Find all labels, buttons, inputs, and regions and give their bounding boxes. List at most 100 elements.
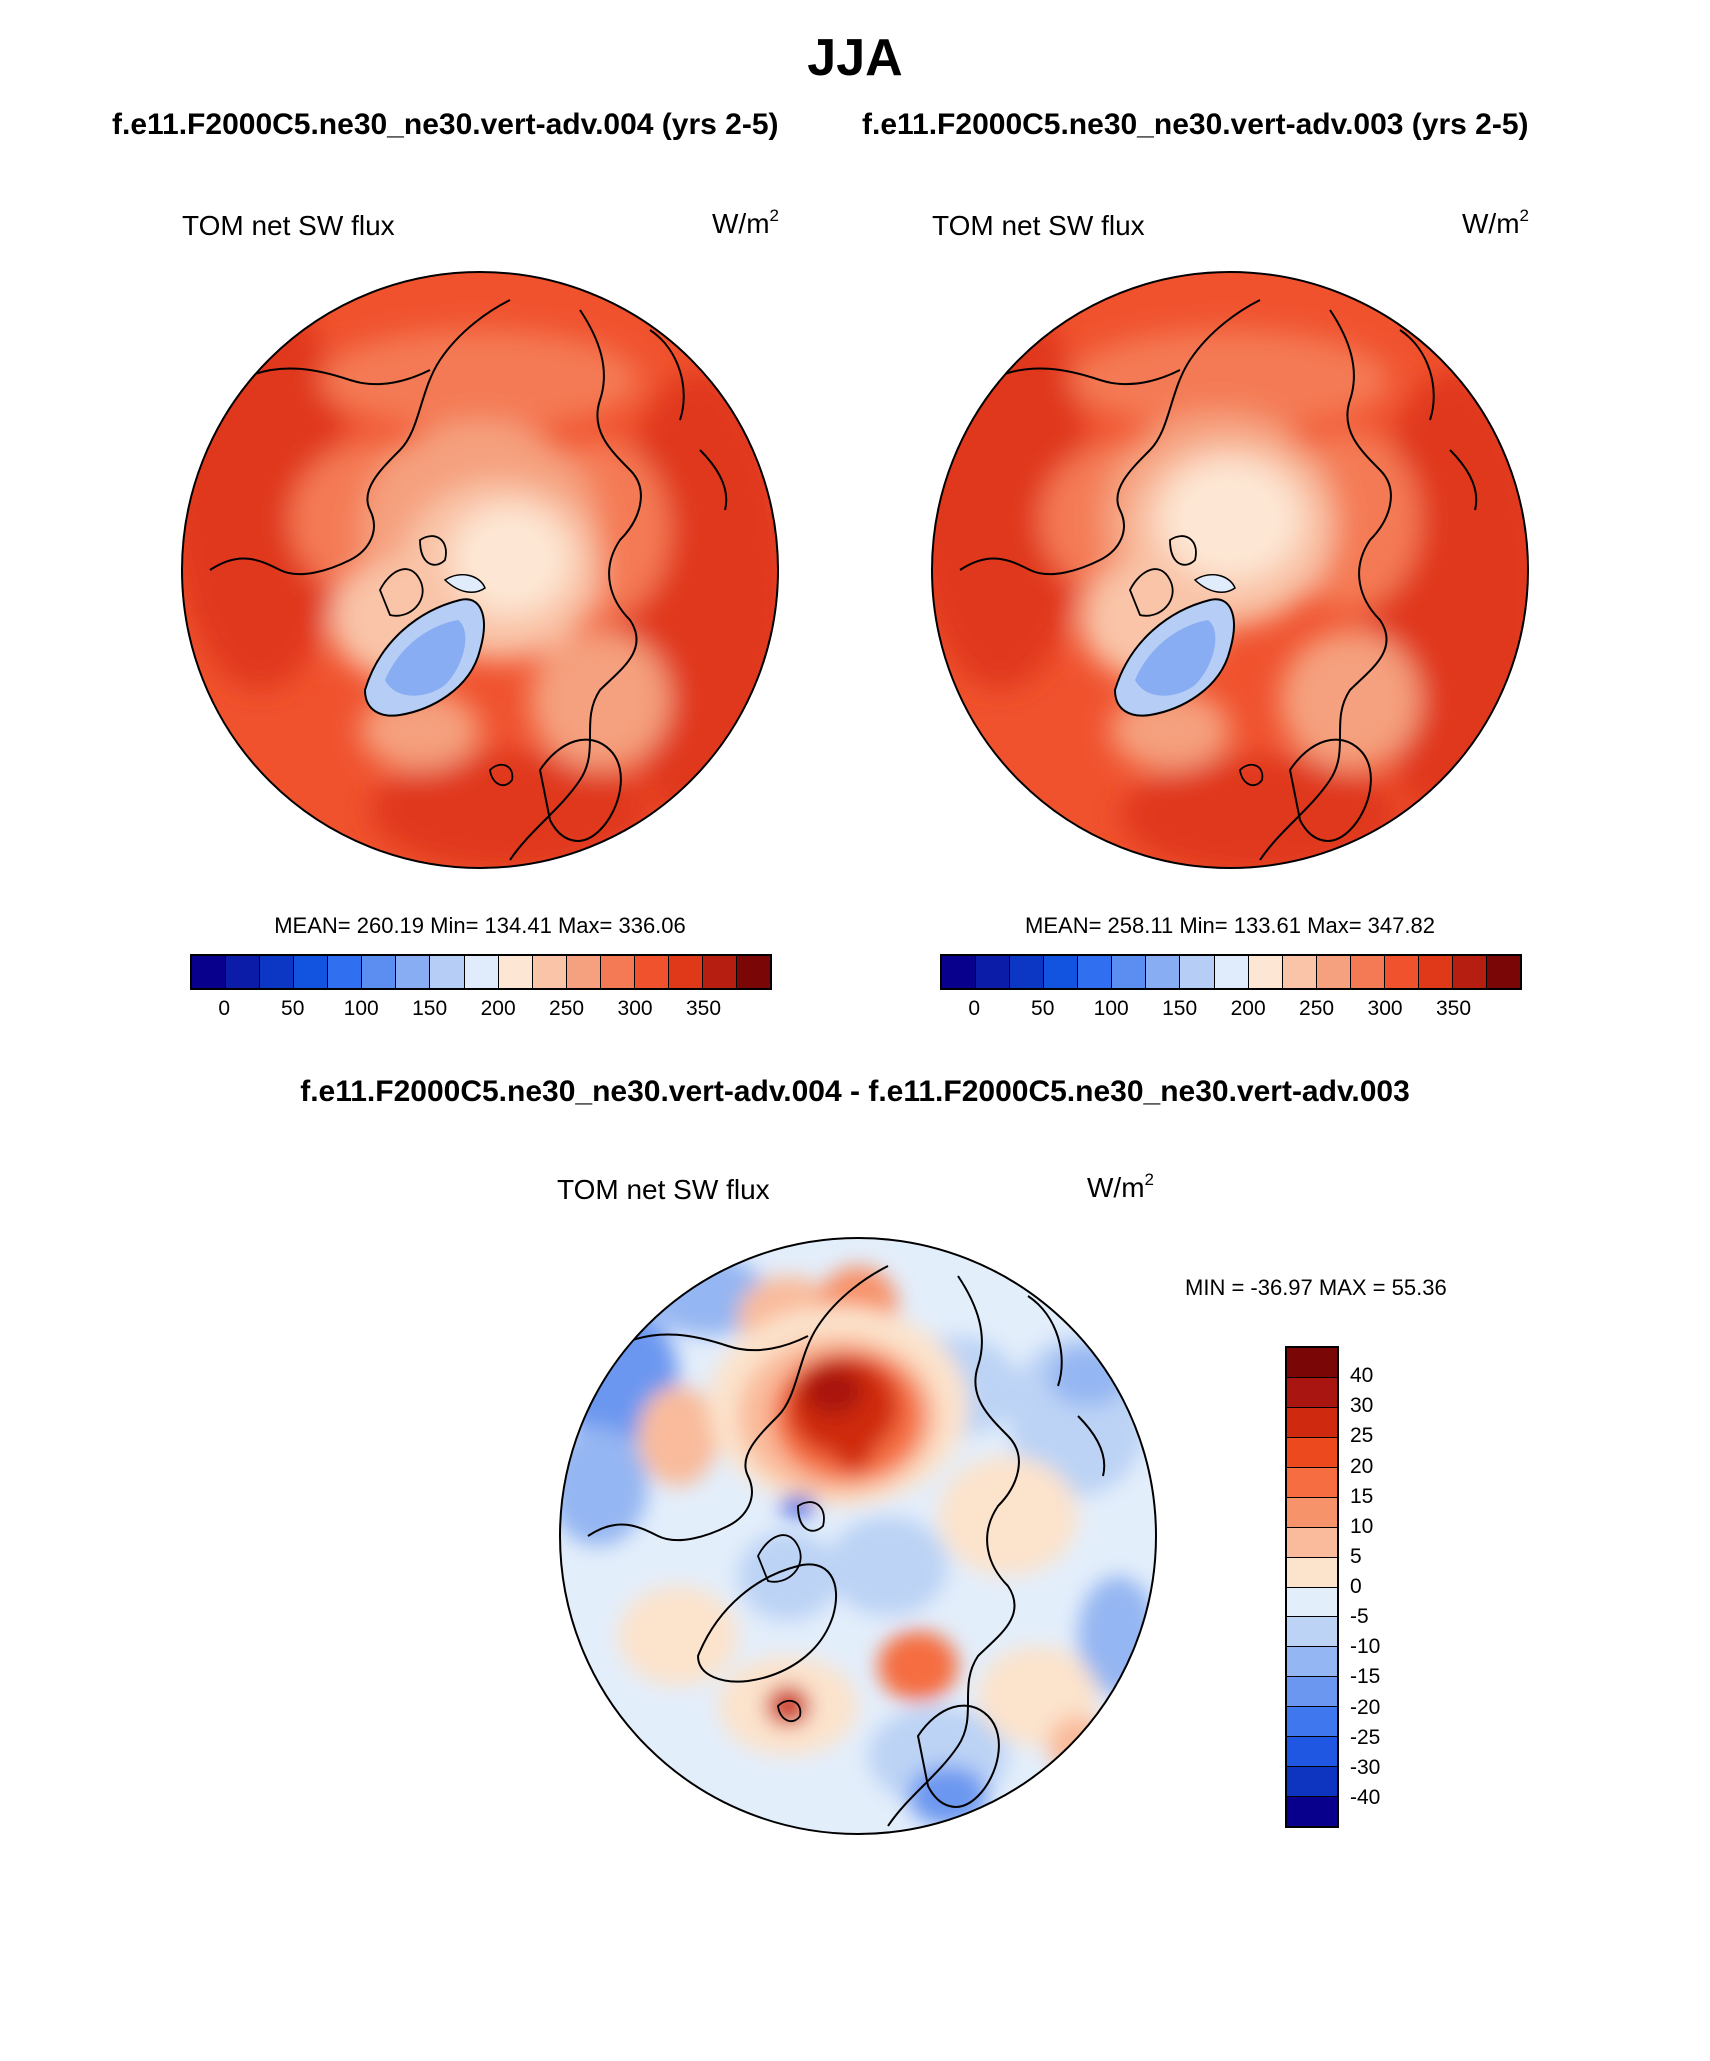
- subtitle-right: f.e11.F2000C5.ne30_ne30.vert-adv.003 (yr…: [862, 108, 1529, 141]
- colorbar-tick-label: -25: [1350, 1725, 1381, 1749]
- colorbar-swatch: [1452, 956, 1487, 988]
- left-panel-stats: MEAN= 260.19 Min= 134.41 Max= 336.06: [274, 913, 686, 938]
- colorbar-swatch: [192, 956, 227, 988]
- colorbar-swatch: [1146, 956, 1181, 988]
- colorbar-swatch: [1287, 1527, 1337, 1558]
- colorbar-swatch: [1287, 1437, 1337, 1468]
- colorbar-tick-label: 200: [1230, 997, 1266, 1020]
- colorbar-tick-label: -10: [1350, 1635, 1381, 1659]
- colorbar-tick-label: -5: [1350, 1605, 1369, 1629]
- right-panel-stats: MEAN= 258.11 Min= 133.61 Max= 347.82: [1025, 913, 1435, 938]
- colorbar-swatch: [1487, 956, 1521, 988]
- colorbar-swatch: [226, 956, 261, 988]
- colorbar-tick-label: -20: [1350, 1695, 1381, 1719]
- colorbar-swatch: [362, 956, 397, 988]
- page-title: JJA: [807, 29, 903, 87]
- colorbar-tick-label: 25: [1350, 1424, 1374, 1448]
- colorbar-swatch: [498, 956, 533, 988]
- colorbar-swatch: [1180, 956, 1215, 988]
- subtitle-left: f.e11.F2000C5.ne30_ne30.vert-adv.004 (yr…: [112, 108, 779, 141]
- colorbar-swatch: [1214, 956, 1249, 988]
- colorbar-swatch: [1287, 1497, 1337, 1528]
- colorbar-tick-label: 40: [1350, 1364, 1374, 1388]
- colorbar-tick-label: 0: [1350, 1575, 1362, 1598]
- colorbar-tick-label: 0: [218, 997, 231, 1020]
- colorbar-tick-label: 350: [685, 997, 722, 1020]
- difference-polar-map: [559, 1237, 1157, 1835]
- colorbar-tick-label: 250: [549, 997, 585, 1020]
- colorbar-tick-label: 250: [1299, 997, 1335, 1020]
- colorbar-swatch: [1418, 956, 1453, 988]
- colorbar-swatch: [1287, 1407, 1337, 1438]
- colorbar-tick-label: 20: [1350, 1454, 1374, 1478]
- colorbar-swatch: [1287, 1377, 1337, 1408]
- colorbar-swatch: [702, 956, 737, 988]
- left-panel-title: TOM net SW flux: [182, 210, 395, 241]
- colorbar-tick-label: 200: [480, 997, 516, 1020]
- colorbar-swatch: [634, 956, 669, 988]
- colorbar-swatch: [1078, 956, 1113, 988]
- colorbar-tick-label: -40: [1350, 1785, 1381, 1809]
- colorbar-tick-label: 15: [1350, 1484, 1374, 1508]
- diff-panel-stats: MIN = -36.97 MAX = 55.36: [1185, 1275, 1447, 1300]
- colorbar-swatch: [1112, 956, 1147, 988]
- colorbar-tick-label: 150: [412, 997, 448, 1020]
- colorbar-swatch: [1287, 1467, 1337, 1498]
- colorbar-swatch: [1044, 956, 1079, 988]
- colorbar-swatch: [1350, 956, 1385, 988]
- colorbar-swatch: [464, 956, 499, 988]
- colorbar-tick-label: 300: [1367, 997, 1403, 1020]
- diff-panel-unit: W/m2: [1087, 1170, 1154, 1203]
- colorbar-swatch: [1287, 1797, 1337, 1826]
- right-panel-unit: W/m2: [1462, 206, 1529, 239]
- difference-title: f.e11.F2000C5.ne30_ne30.vert-adv.004 - f…: [300, 1075, 1410, 1108]
- right-polar-map: [931, 271, 1529, 869]
- colorbar-swatch: [1287, 1348, 1337, 1378]
- difference-colorbar: [1285, 1346, 1339, 1828]
- colorbar-tick-label: 100: [343, 997, 379, 1020]
- colorbar-swatch: [1287, 1737, 1337, 1768]
- colorbar-tick-label: -15: [1350, 1665, 1381, 1689]
- colorbar-swatch: [532, 956, 567, 988]
- colorbar-tick-label: 10: [1350, 1514, 1374, 1538]
- left-polar-map: [181, 271, 779, 869]
- right-colorbar: [940, 954, 1522, 990]
- colorbar-swatch: [1010, 956, 1045, 988]
- colorbar-swatch: [976, 956, 1011, 988]
- diff-panel-title: TOM net SW flux: [557, 1174, 770, 1205]
- colorbar-swatch: [668, 956, 703, 988]
- colorbar-tick-label: 50: [1031, 997, 1055, 1020]
- colorbar-tick-label: 300: [617, 997, 653, 1020]
- colorbar-swatch: [294, 956, 329, 988]
- colorbar-swatch: [260, 956, 295, 988]
- colorbar-swatch: [1287, 1647, 1337, 1678]
- left-panel-unit: W/m2: [712, 206, 779, 239]
- colorbar-tick-label: 50: [281, 997, 305, 1020]
- colorbar-swatch: [566, 956, 601, 988]
- colorbar-swatch: [430, 956, 465, 988]
- colorbar-tick-label: 0: [968, 997, 981, 1020]
- colorbar-tick-label: -30: [1350, 1755, 1381, 1779]
- colorbar-swatch: [1287, 1707, 1337, 1738]
- colorbar-swatch: [737, 956, 771, 988]
- left-colorbar: [190, 954, 772, 990]
- colorbar-swatch: [328, 956, 363, 988]
- colorbar-swatch: [1287, 1587, 1337, 1618]
- colorbar-swatch: [1287, 1677, 1337, 1708]
- colorbar-swatch: [1282, 956, 1317, 988]
- right-panel-title: TOM net SW flux: [932, 210, 1145, 241]
- colorbar-swatch: [600, 956, 635, 988]
- colorbar-tick-label: 30: [1350, 1394, 1374, 1418]
- colorbar-swatch: [1384, 956, 1419, 988]
- colorbar-swatch: [1287, 1557, 1337, 1588]
- colorbar-swatch: [942, 956, 977, 988]
- colorbar-swatch: [1316, 956, 1351, 988]
- colorbar-tick-label: 150: [1162, 997, 1198, 1020]
- colorbar-swatch: [396, 956, 431, 988]
- colorbar-tick-label: 350: [1435, 997, 1472, 1020]
- colorbar-tick-label: 5: [1350, 1544, 1362, 1568]
- colorbar-swatch: [1287, 1767, 1337, 1798]
- colorbar-tick-label: 100: [1093, 997, 1129, 1020]
- colorbar-swatch: [1248, 956, 1283, 988]
- colorbar-swatch: [1287, 1617, 1337, 1648]
